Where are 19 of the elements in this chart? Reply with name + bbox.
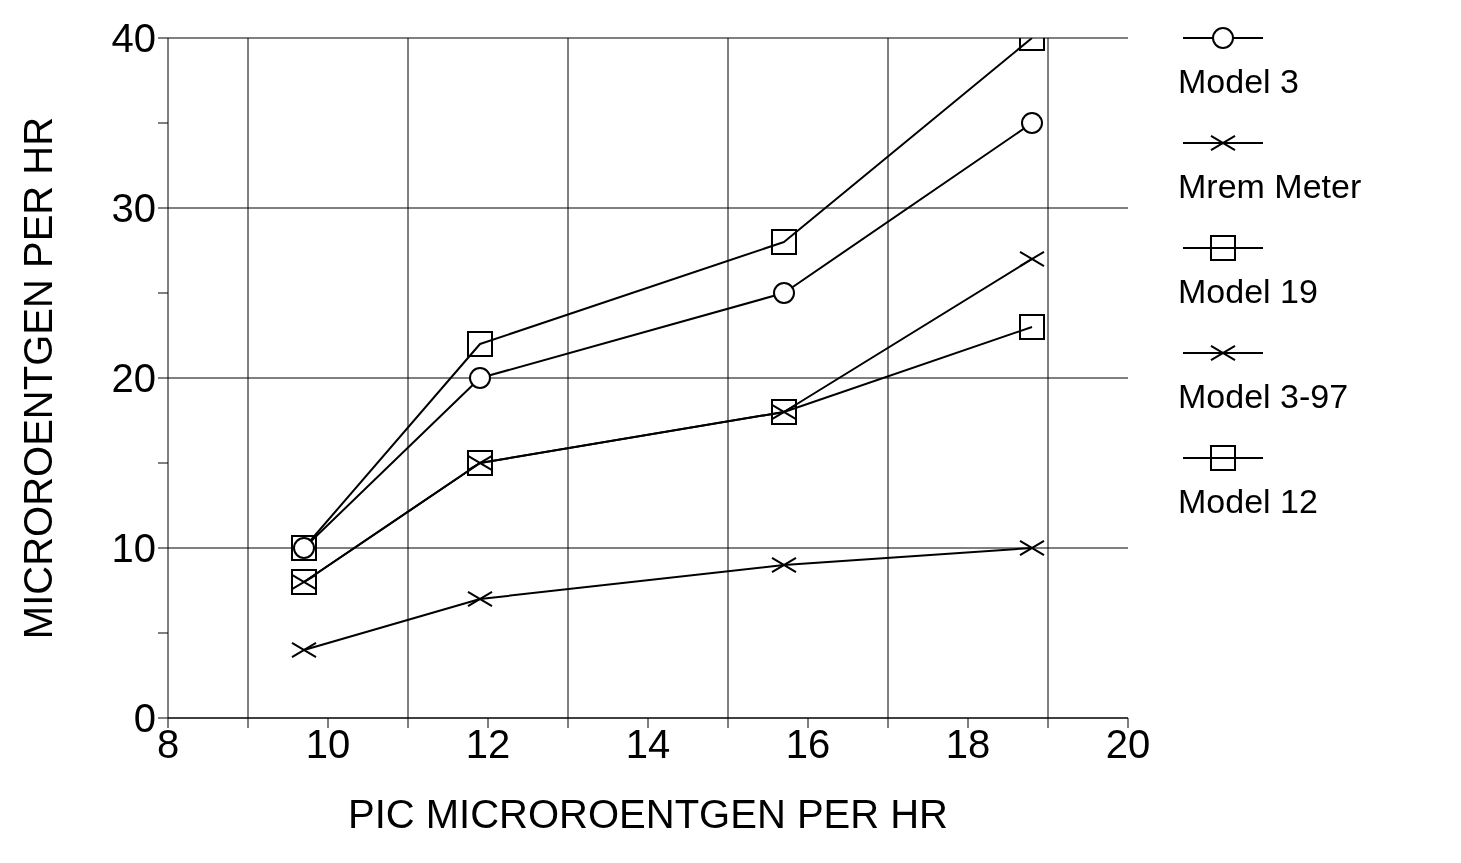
y-tick-label: 20 (111, 356, 156, 401)
x-tick-label: 10 (305, 722, 351, 767)
y-axis-title: MICROROENTGEN PER HR (16, 116, 61, 640)
y-tick-label: 30 (111, 186, 156, 231)
y-tick-label: 40 (111, 16, 156, 61)
y-tick-label: 0 (133, 696, 156, 741)
y-tick-label: 10 (111, 526, 156, 571)
legend-label: Model 19 (1178, 272, 1319, 311)
legend-label: Model 3 (1178, 62, 1300, 101)
x-tick-label: 12 (465, 722, 511, 767)
x-tick-label: 16 (785, 722, 831, 767)
legend-label: Mrem Meter (1178, 167, 1362, 206)
x-tick-label: 20 (1105, 722, 1151, 767)
legend-label: Model 3-97 (1178, 377, 1350, 416)
x-tick-label: 18 (945, 722, 991, 767)
legend-label: Model 12 (1178, 482, 1319, 521)
x-tick-label: 14 (625, 722, 671, 767)
x-axis-title: PIC MICROROENTGEN PER HR (347, 792, 949, 836)
x-tick-label: 8 (156, 722, 180, 767)
